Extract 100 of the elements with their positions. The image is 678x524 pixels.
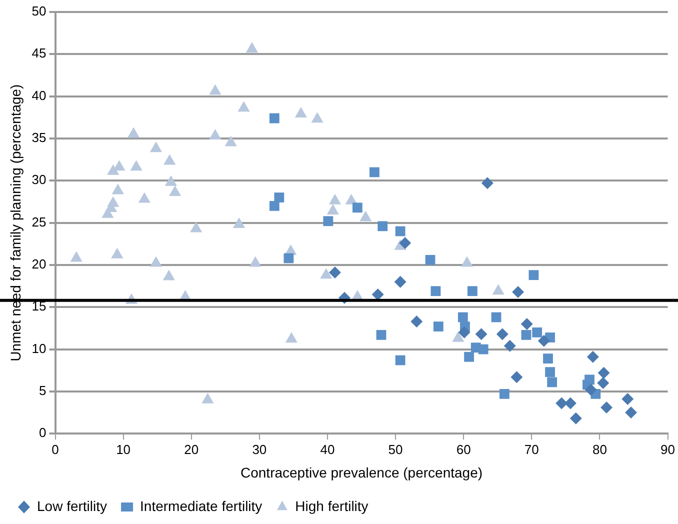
point [458,312,468,322]
point [168,185,182,196]
point [111,248,124,258]
point [369,167,380,178]
point [284,253,294,264]
point [232,217,246,228]
point [378,221,388,232]
point [584,384,597,396]
point [311,112,324,123]
legend-label: Low fertility [37,498,108,514]
point [496,328,508,340]
x-tick-label: 60 [456,442,471,457]
point [425,254,436,265]
point [458,326,470,338]
point [112,184,124,194]
point [164,154,176,165]
point [481,177,494,190]
point [323,216,334,226]
point [460,256,474,267]
point [625,406,638,419]
y-axis-title: Unmet need for family planning (percentage) [7,84,24,362]
point [150,142,162,152]
x-tick-label: 10 [116,442,131,457]
y-tick-label: 45 [32,46,46,61]
point [352,202,362,213]
point [499,389,510,399]
point [475,328,488,340]
point [269,200,280,211]
y-tick-label: 5 [39,383,46,398]
x-tick-label: 30 [252,442,267,457]
point [528,270,539,280]
x-tick-label: 0 [52,442,59,457]
point [538,334,550,347]
point [433,322,444,332]
point [395,226,406,236]
point [491,312,502,322]
y-tick-label: 10 [32,340,46,356]
x-tick-label: 50 [388,442,403,457]
y-tick-label: 40 [32,88,46,103]
point [468,286,478,296]
point [294,107,308,118]
x-tick-label: 70 [524,442,539,457]
point [622,393,634,406]
x-axis-title: Contraceptive prevalence (percentage) [240,464,483,480]
point [570,412,582,424]
y-tick-label: 30 [32,172,46,188]
point [224,136,237,146]
point [520,318,533,330]
point [492,284,504,295]
point [598,366,610,379]
point [399,237,412,250]
point [360,210,372,222]
point [107,164,120,175]
point [430,286,441,296]
y-tick-label: 50 [32,4,46,19]
point [478,344,488,354]
point [130,160,142,171]
legend-label: High fertility [295,498,368,514]
x-tick-label: 20 [184,442,199,457]
point [320,268,332,279]
point [512,286,524,298]
point [70,251,82,262]
point [328,194,342,204]
point [138,192,150,203]
point [372,288,384,300]
point [547,377,558,388]
point [510,371,523,384]
point [600,401,613,414]
point [246,42,258,53]
point [376,330,386,340]
y-tick-label: 20 [32,256,46,272]
point [395,355,406,366]
x-tick-label: 40 [320,442,335,457]
point [410,315,423,328]
point [597,377,610,390]
point [209,128,222,140]
y-tick-label: 15 [32,298,46,314]
point [190,222,202,232]
point [504,340,516,352]
x-tick-label: 90 [660,442,676,457]
point [127,127,140,138]
y-tick-label: 0 [39,425,46,440]
point [249,256,262,267]
point [543,354,553,364]
x-tick-label: 80 [592,442,607,457]
point [164,175,178,186]
point [326,204,339,214]
point [162,270,175,280]
y-tick-label: 25 [32,214,46,230]
point [545,367,555,377]
point [328,266,341,279]
point [394,276,406,288]
point [586,350,599,363]
point [532,327,542,338]
point [521,330,532,340]
legend-label: Intermediate fertility [140,498,262,514]
point [102,207,114,218]
point [209,84,222,95]
point [238,101,250,112]
point [464,352,474,362]
